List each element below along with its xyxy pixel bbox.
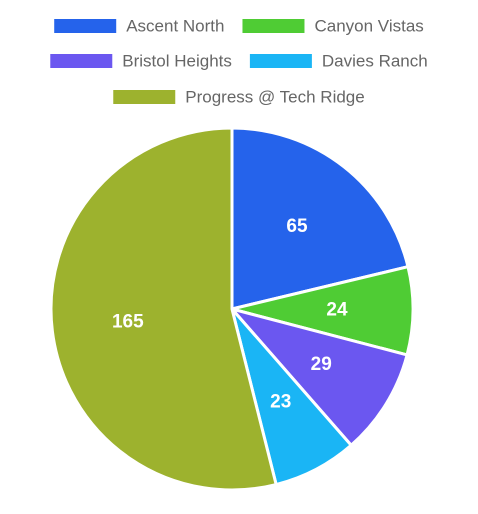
legend-item-ascent-north[interactable]: Ascent North bbox=[54, 17, 224, 36]
legend-item-bristol-heights[interactable]: Bristol Heights bbox=[50, 52, 232, 71]
legend-swatch bbox=[249, 54, 312, 68]
legend-label: Progress @ Tech Ridge bbox=[185, 88, 364, 107]
legend-swatch bbox=[113, 90, 176, 104]
chart-legend: Ascent North Canyon Vistas Bristol Heights… bbox=[50, 17, 428, 107]
legend-label: Bristol Heights bbox=[122, 52, 232, 71]
legend-swatch bbox=[54, 19, 117, 33]
legend-swatch bbox=[50, 54, 113, 68]
pie-slice-ascent-north[interactable] bbox=[230, 126, 410, 311]
legend-label: Canyon Vistas bbox=[314, 17, 423, 36]
legend-label: Ascent North bbox=[126, 17, 224, 36]
legend-swatch bbox=[242, 19, 305, 33]
legend-item-davies-ranch[interactable]: Davies Ranch bbox=[249, 52, 428, 71]
pie-slice-bristol-heights[interactable] bbox=[227, 306, 409, 448]
pie-slice-progress-tech-ridge[interactable] bbox=[49, 126, 278, 492]
data-label-progress-tech-ridge: 165 bbox=[112, 311, 144, 332]
data-label-ascent-north: 65 bbox=[286, 216, 308, 237]
data-label-canyon-vistas: 24 bbox=[326, 300, 348, 321]
data-label-bristol-heights: 29 bbox=[311, 354, 332, 375]
legend-label: Davies Ranch bbox=[322, 52, 428, 71]
data-label-davies-ranch: 23 bbox=[270, 391, 291, 412]
pie-slices bbox=[49, 126, 415, 492]
legend-item-canyon-vistas[interactable]: Canyon Vistas bbox=[242, 17, 424, 36]
pie-data-labels: 65 24 29 23 165 bbox=[112, 216, 348, 412]
legend-item-progress-tech-ridge[interactable]: Progress @ Tech Ridge bbox=[113, 88, 365, 107]
